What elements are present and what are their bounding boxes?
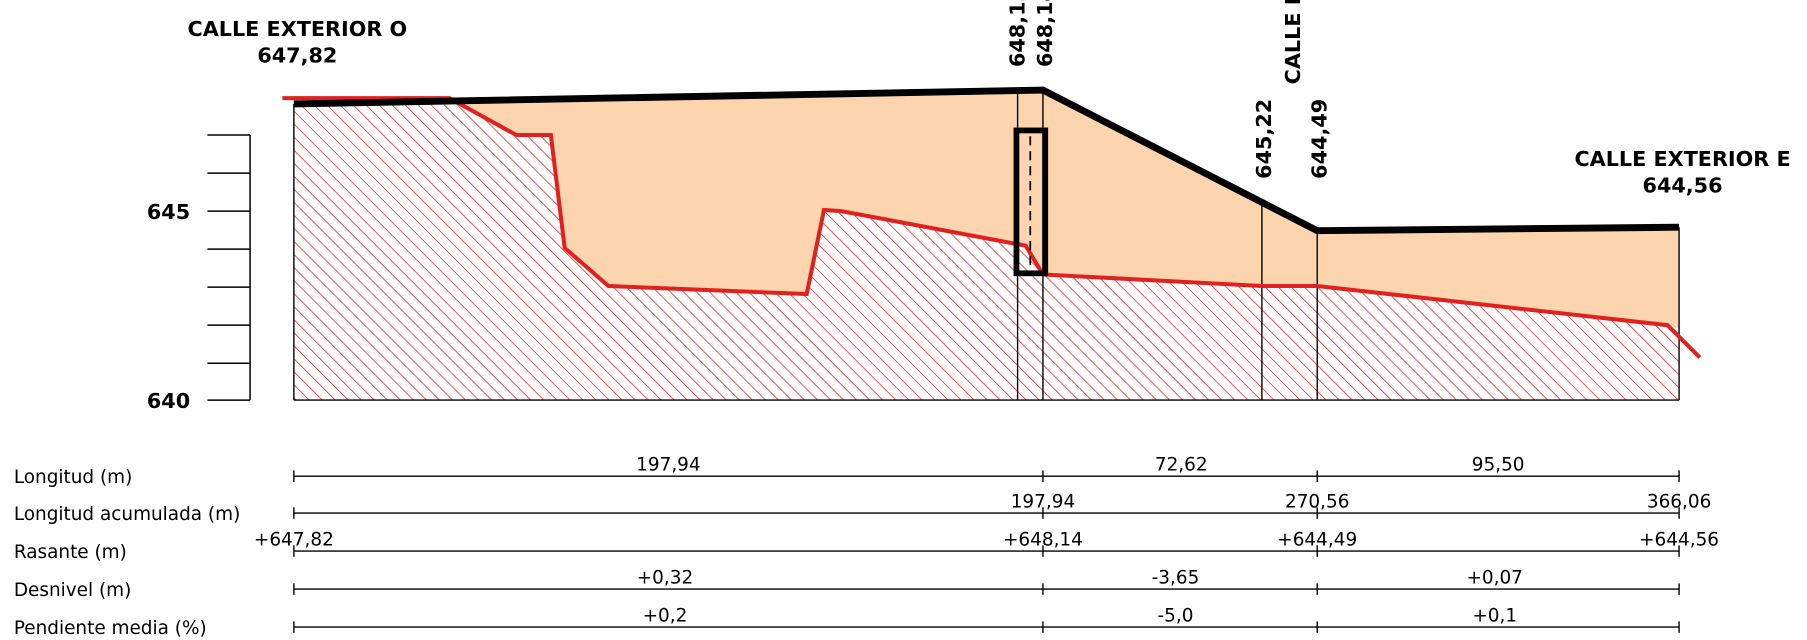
axis (207, 134, 251, 401)
row-value: +644,49 (1277, 529, 1357, 550)
label: CALLE EXTERIOR O (187, 17, 407, 41)
row-value: 95,50 (1472, 454, 1525, 475)
label: 644,49 (1307, 99, 1331, 179)
row-value: +0,32 (637, 567, 693, 588)
axis-label: 645 (147, 200, 190, 224)
label: CALLE EXTERIOR E (1574, 147, 1790, 171)
row-value: 197,94 (1011, 491, 1075, 512)
label: 644,56 (1643, 174, 1723, 198)
fill-area (293, 90, 1680, 329)
row-value: +647,82 (254, 529, 334, 550)
row-label: Pendiente media (%) (14, 618, 207, 639)
row-value: 270,56 (1285, 491, 1349, 512)
row-label: Desnivel (m) (14, 580, 131, 601)
row-value: -3,65 (1152, 567, 1200, 588)
row-value: 366,06 (1647, 491, 1711, 512)
grade-line (293, 86, 1680, 235)
row-value: 72,62 (1155, 454, 1208, 475)
label: CALLE I (1281, 0, 1305, 84)
row-value: +0,2 (643, 605, 688, 626)
row-value: +644,56 (1639, 529, 1719, 550)
row-label: Longitud acumulada (m) (14, 504, 240, 525)
row-value: +0,07 (1466, 567, 1522, 588)
row-value: +648,14 (1003, 529, 1083, 550)
row-label: Rasante (m) (14, 542, 127, 563)
row-value: +0,1 (1472, 605, 1517, 626)
row-label: Longitud (m) (14, 467, 132, 488)
row-value: -5,0 (1157, 605, 1193, 626)
label: 648,14 (1033, 0, 1057, 67)
label: 648,13 (1006, 0, 1030, 67)
label: 645,22 (1252, 99, 1276, 179)
row-value: 197,94 (636, 454, 700, 475)
terrain-line (282, 96, 1702, 359)
axis-label: 640 (147, 389, 190, 413)
structure (1013, 127, 1049, 277)
table: Longitud (m) 197,94 72,62 95,50 Longitud acu… (14, 454, 1719, 639)
label: 647,82 (257, 43, 337, 67)
terrain-hatch (293, 98, 1680, 401)
